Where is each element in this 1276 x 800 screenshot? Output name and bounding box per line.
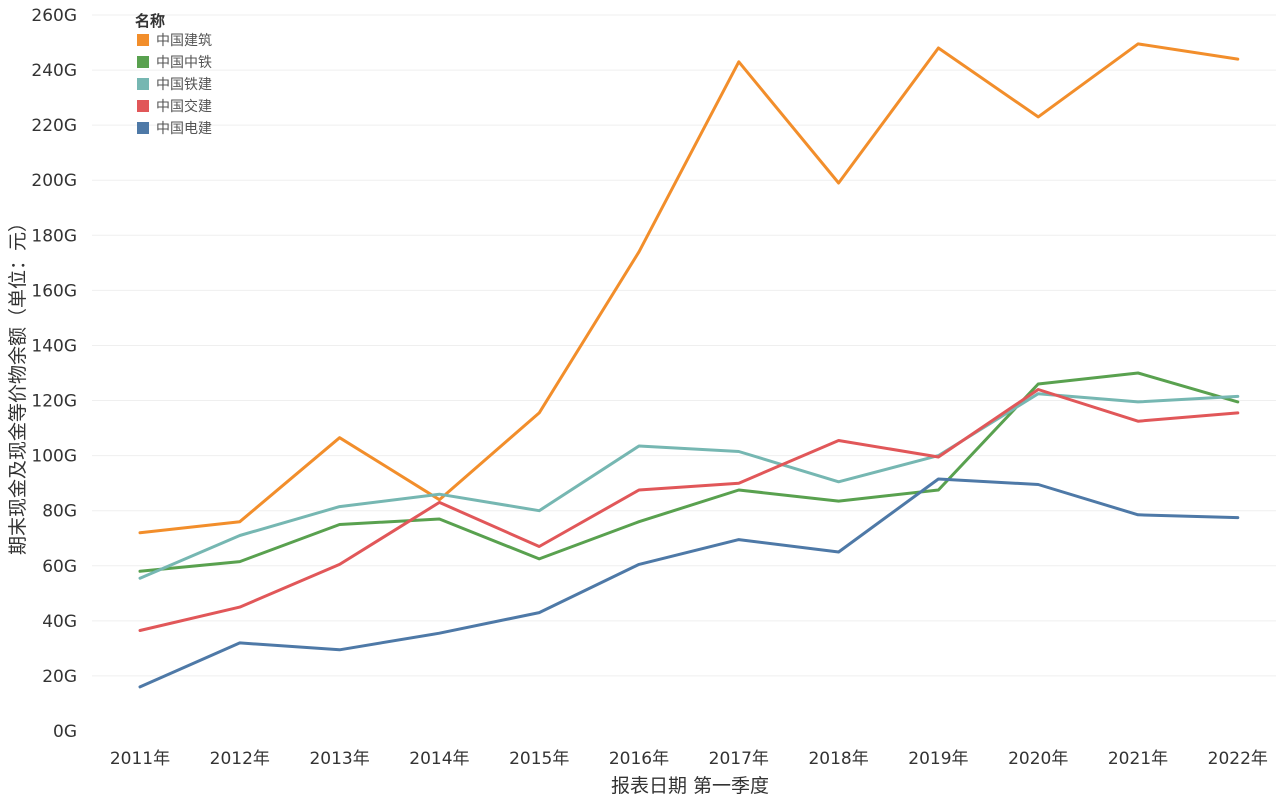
legend-item[interactable]: 中国交建 — [137, 98, 212, 115]
series-line-5[interactable] — [138, 477, 1240, 689]
series-line-2[interactable] — [138, 371, 1240, 573]
y-tick-label: 40G — [42, 612, 77, 632]
y-tick-label: 100G — [31, 447, 77, 467]
y-tick-label: 120G — [31, 392, 77, 412]
y-tick-label: 160G — [31, 281, 77, 301]
y-tick-label: 180G — [31, 226, 77, 246]
y-tick-label: 240G — [31, 61, 77, 81]
y-tick-label: 200G — [31, 171, 77, 191]
x-tick-label: 2013年 — [309, 749, 369, 769]
legend-label: 中国中铁 — [156, 55, 212, 71]
legend-item[interactable]: 中国中铁 — [137, 55, 212, 71]
y-tick-label: 0G — [53, 722, 77, 742]
legend-swatch — [137, 34, 149, 46]
legend-item[interactable]: 中国建筑 — [137, 33, 212, 49]
x-tick-label: 2018年 — [808, 749, 868, 769]
x-tick-label: 2017年 — [709, 749, 769, 769]
gridlines — [92, 14, 1276, 677]
series-line-4[interactable] — [138, 388, 1240, 632]
y-tick-label: 260G — [31, 6, 77, 26]
x-axis-title: 报表日期 第一季度 — [611, 775, 769, 797]
x-tick-label: 2011年 — [110, 749, 170, 769]
legend-item[interactable]: 中国电建 — [137, 121, 212, 137]
legend-label: 中国铁建 — [156, 77, 212, 93]
y-tick-label: 220G — [31, 116, 77, 136]
legend-item[interactable]: 中国铁建 — [137, 77, 212, 93]
x-tick-label: 2022年 — [1208, 749, 1268, 769]
y-tick-label: 20G — [42, 667, 77, 687]
x-tick-label: 2015年 — [509, 749, 569, 769]
y-tick-label: 80G — [42, 502, 77, 522]
y-tick-label: 60G — [42, 557, 77, 577]
legend-label: 中国电建 — [156, 121, 212, 137]
x-tick-label: 2012年 — [210, 749, 270, 769]
y-axis-ticks: 0G 20G 40G 60G 80G 100G 120G 140G 160G 180G 200G 22… — [31, 6, 77, 742]
x-tick-label: 2020年 — [1008, 749, 1068, 769]
legend-label: 中国建筑 — [156, 33, 212, 49]
legend-swatch — [137, 56, 149, 68]
legend-title: 名称 — [135, 12, 165, 30]
y-axis-title: 期末现金及现金等价物余额（单位：元） — [7, 213, 29, 555]
series-line-1[interactable] — [138, 42, 1240, 535]
x-tick-label: 2016年 — [609, 749, 669, 769]
x-tick-label: 2021年 — [1108, 749, 1168, 769]
legend-swatch — [137, 78, 149, 90]
legend-swatch — [137, 122, 149, 134]
y-tick-label: 140G — [31, 336, 77, 356]
series-lines — [138, 42, 1240, 689]
legend-label: 中国交建 — [156, 98, 212, 115]
legend-swatch — [137, 100, 149, 112]
x-tick-label: 2019年 — [908, 749, 968, 769]
x-axis-ticks: 2011年 2012年 2013年 2014年 2015年 2016年 2017年 2018年… — [110, 749, 1268, 769]
x-tick-label: 2014年 — [409, 749, 469, 769]
